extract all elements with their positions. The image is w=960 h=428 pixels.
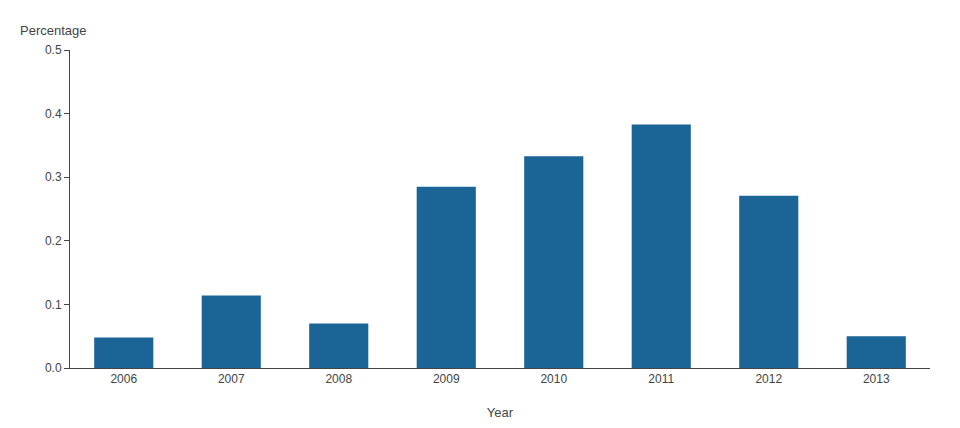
svg-text:2006: 2006 <box>110 372 137 386</box>
svg-text:2012: 2012 <box>755 372 782 386</box>
svg-text:2009: 2009 <box>433 372 460 386</box>
svg-text:Year: Year <box>487 405 514 420</box>
svg-text:0.5: 0.5 <box>45 43 62 57</box>
svg-text:0.4: 0.4 <box>45 107 62 121</box>
svg-text:2011: 2011 <box>648 372 674 386</box>
svg-text:2010: 2010 <box>540 372 567 386</box>
svg-text:2008: 2008 <box>325 372 352 386</box>
svg-text:0.2: 0.2 <box>45 234 62 248</box>
svg-text:0.1: 0.1 <box>45 298 62 312</box>
svg-text:Percentage: Percentage <box>20 23 87 38</box>
svg-text:0.3: 0.3 <box>45 170 62 184</box>
svg-text:2007: 2007 <box>218 372 245 386</box>
svg-text:2013: 2013 <box>863 372 890 386</box>
svg-text:0.0: 0.0 <box>45 361 62 375</box>
